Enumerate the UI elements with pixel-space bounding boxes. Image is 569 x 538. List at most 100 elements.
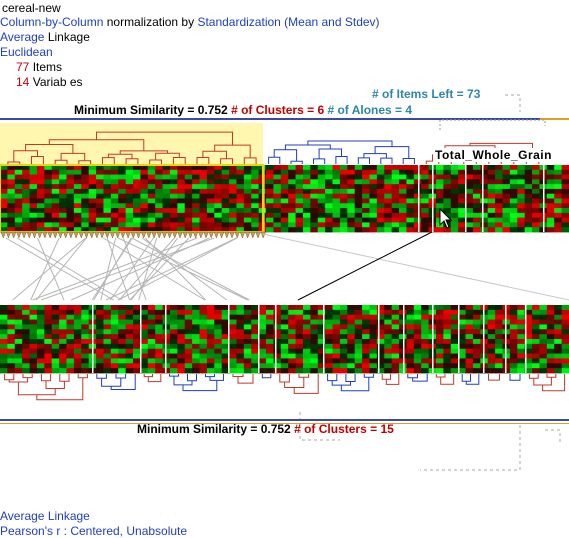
heatmap-cell [450, 334, 459, 340]
heatmap-cell [273, 319, 282, 325]
heatmap-cell [295, 208, 304, 214]
heatmap-cell [362, 179, 370, 185]
dendrogram-branch [45, 380, 65, 389]
heatmap-cell [317, 174, 326, 180]
heatmap-cell [421, 193, 429, 199]
heatmap-cell [192, 208, 200, 214]
heatmap-cell [472, 353, 481, 359]
dendrogram-branch [357, 157, 370, 164]
heatmap-cell [110, 184, 119, 190]
bottom-heatmap[interactable] [0, 305, 569, 374]
heatmap-cell [214, 329, 223, 335]
heatmap-cell [14, 305, 23, 311]
heatmap-cell [81, 184, 90, 190]
dendrogram-branch [209, 374, 224, 381]
top-heatmap[interactable] [0, 165, 569, 233]
heatmap-cell [258, 334, 267, 340]
heatmap-cell [413, 165, 422, 171]
heatmap-cell [229, 198, 237, 204]
heatmap-cell [369, 329, 378, 335]
heatmap-cell [502, 222, 511, 228]
heatmap-cell [332, 165, 341, 171]
heatmap-cell [413, 188, 422, 195]
heatmap-cell [524, 212, 533, 219]
heatmap-cell [206, 188, 215, 195]
heatmap-cell [243, 203, 252, 209]
heatmap-cell [273, 198, 282, 204]
heatmap-cell [206, 324, 215, 330]
bottom-stats-line: Minimum Similarity = 0.752 # of Clusters… [137, 422, 394, 436]
heatmap-cell [51, 188, 60, 195]
heatmap-cell [332, 368, 341, 374]
heatmap-cell [332, 305, 341, 311]
heatmap-cell [133, 222, 141, 228]
heatmap-cell [310, 343, 319, 350]
heatmap-cell [450, 198, 459, 204]
heatmap-cell [280, 174, 289, 180]
heatmap-cell [517, 319, 526, 325]
heatmap-cell [88, 198, 97, 204]
heatmap-cell [229, 305, 237, 311]
selection-triangle [141, 231, 147, 239]
heatmap-cell [546, 368, 555, 374]
heatmap-cell [347, 339, 356, 345]
heatmap-cell [480, 174, 489, 180]
heatmap-cell [273, 179, 282, 185]
heatmap-cell [81, 324, 90, 330]
heatmap-cell [339, 188, 348, 195]
heatmap-cell [73, 363, 82, 369]
heatmap-cell [199, 212, 208, 219]
items-line: 77 Items [16, 60, 62, 74]
heatmap-cell [347, 309, 356, 316]
heatmap-cell [406, 324, 415, 330]
heatmap-cell [133, 179, 141, 185]
heatmap-cell [44, 334, 53, 340]
heatmap-cell [192, 165, 200, 171]
heatmap-cell [7, 305, 16, 311]
connector-line [30, 237, 60, 301]
heatmap-cell [36, 305, 45, 311]
heatmap-cell [554, 222, 563, 228]
heatmap-cell [273, 368, 282, 374]
heatmap-cell [310, 348, 319, 354]
heatmap-cell [465, 169, 474, 175]
heatmap-cell [96, 339, 104, 345]
heatmap-cell [51, 358, 60, 364]
heatmap-cell [88, 188, 97, 195]
heatmap-cell [133, 212, 141, 219]
heatmap-cell [310, 179, 319, 185]
heatmap-cell [73, 309, 82, 316]
heatmap-cell [81, 198, 90, 204]
heatmap-cell [561, 319, 569, 325]
heatmap-cell [22, 193, 30, 199]
heatmap-cell [495, 324, 503, 330]
selection-triangle [260, 231, 266, 239]
heatmap-cell [369, 212, 378, 219]
selection-triangle [146, 231, 152, 239]
dendrogram-branch [110, 374, 136, 390]
heatmap-cell [110, 193, 119, 199]
heatmap-cell [29, 188, 38, 195]
heatmap-cell [236, 334, 245, 340]
heatmap-cell [44, 343, 53, 350]
heatmap-cell [140, 329, 149, 335]
heatmap-cell [399, 348, 407, 354]
cluster-separator [228, 305, 230, 373]
heatmap-cell [29, 217, 38, 223]
dendrogram-branch [293, 374, 319, 394]
heatmap-cell [465, 165, 474, 171]
connector-line [144, 237, 207, 301]
heatmap-cell [206, 305, 215, 311]
heatmap-cell [184, 165, 193, 171]
heatmap-cell [169, 314, 178, 320]
heatmap-cell [22, 208, 30, 214]
heatmap-cell [369, 169, 378, 175]
bottom-dendrogram[interactable] [4, 374, 566, 401]
connector-line [109, 237, 154, 301]
heatmap-cell [532, 222, 540, 228]
heatmap-cell [229, 339, 237, 345]
heatmap-cell [214, 193, 223, 199]
heatmap-cell [221, 188, 230, 195]
heatmap-cell [458, 305, 466, 311]
